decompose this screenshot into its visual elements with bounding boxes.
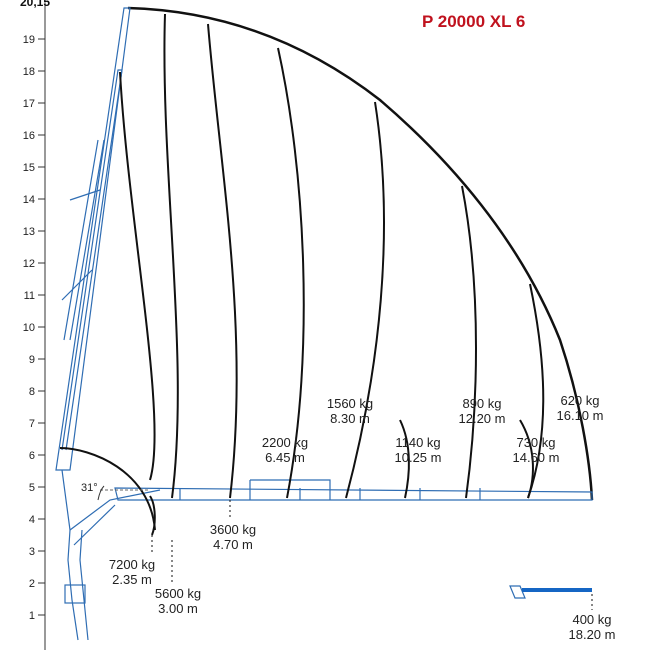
crane-column: [67, 529, 89, 641]
y-tick-label: 17: [23, 98, 35, 110]
horizontal-boom-sections: [179, 488, 481, 500]
y-tick-label: 14: [23, 194, 35, 206]
y-tick-label: 15: [23, 162, 35, 174]
y-max-label: 20,15: [20, 0, 50, 9]
load-value-label: 5600 kg: [155, 586, 201, 601]
y-tick-label: 16: [23, 130, 35, 142]
reach-value-label: 12.20 m: [459, 411, 506, 426]
horizontal-boom: [114, 487, 593, 501]
main-boom-inner: [61, 69, 123, 451]
boom-linkage: [61, 469, 161, 546]
y-tick-label: 11: [24, 290, 35, 302]
load-value-label: 730 kg: [516, 435, 555, 450]
load-value-label: 2200 kg: [262, 435, 308, 450]
angle-label: 31°: [81, 482, 98, 494]
y-tick-label: 7: [29, 418, 35, 430]
outer-envelope-curve: [127, 6, 594, 501]
y-tick-label: 13: [23, 226, 35, 238]
reach-arc-inner: [59, 447, 156, 531]
jib-extension-bar: [522, 588, 592, 592]
horizontal-boom-inner: [249, 479, 331, 500]
load-value-label: 620 kg: [560, 393, 599, 408]
chart-title: P 20000 XL 6: [422, 12, 525, 31]
reach-value-label: 14.60 m: [513, 450, 560, 465]
load-curve: [119, 71, 156, 481]
y-tick-label: 4: [29, 514, 35, 526]
y-tick-label: 8: [29, 386, 35, 398]
reach-value-label: 8.30 m: [330, 411, 370, 426]
load-value-label: 3600 kg: [210, 522, 256, 537]
main-boom-extension: [63, 139, 105, 341]
reach-value-label: 3.00 m: [158, 601, 198, 616]
y-tick-label: 1: [29, 610, 35, 622]
load-value-label: 7200 kg: [109, 557, 155, 572]
load-curve: [399, 419, 410, 499]
reach-value-label: 10.25 m: [395, 450, 442, 465]
load-value-label: 400 kg: [572, 612, 611, 627]
y-tick-label: 5: [29, 482, 35, 494]
crane-boom: [55, 7, 593, 641]
column-base: [64, 584, 86, 604]
reach-value-label: 4.70 m: [213, 537, 253, 552]
y-tick-label: 9: [29, 354, 35, 366]
load-curve: [277, 47, 305, 499]
jib-bracket: [509, 585, 526, 599]
load-curve-tail: [149, 495, 156, 536]
load-value-label: 1560 kg: [327, 396, 373, 411]
y-tick-label: 12: [23, 258, 35, 270]
y-tick-label: 2: [29, 578, 35, 590]
load-curve: [527, 283, 545, 499]
y-tick-label: 19: [23, 34, 35, 46]
y-tick-label: 6: [29, 450, 35, 462]
reach-value-label: 2.35 m: [112, 572, 152, 587]
main-boom-raised: [55, 7, 131, 471]
angle-arc: [97, 485, 105, 501]
angle-marker: 31°: [81, 482, 150, 501]
reach-value-label: 18.20 m: [569, 627, 616, 642]
boom-segment-2: [69, 189, 101, 201]
load-curve: [207, 23, 238, 499]
load-curve: [461, 185, 477, 499]
load-value-label: 890 kg: [462, 396, 501, 411]
reach-value-label: 16.10 m: [557, 408, 604, 423]
load-curves: [119, 13, 593, 610]
load-curve: [163, 13, 179, 499]
y-tick-label: 3: [29, 546, 35, 558]
y-tick-label: 18: [23, 66, 35, 78]
load-value-label: 1140 kg: [395, 435, 440, 450]
y-tick-label: 10: [23, 322, 35, 334]
load-curve: [345, 101, 385, 499]
reach-value-label: 6.45 m: [265, 450, 305, 465]
boom-segment-1: [61, 269, 93, 301]
